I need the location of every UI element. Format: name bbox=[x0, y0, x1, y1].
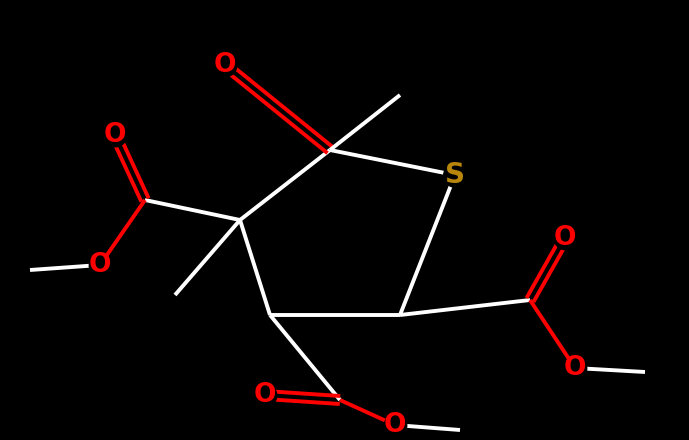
Text: O: O bbox=[384, 412, 407, 438]
Text: O: O bbox=[564, 355, 586, 381]
Text: O: O bbox=[214, 52, 236, 78]
Text: S: S bbox=[445, 161, 465, 189]
Text: O: O bbox=[89, 252, 111, 278]
Text: O: O bbox=[554, 225, 576, 251]
Text: O: O bbox=[104, 122, 126, 148]
Text: O: O bbox=[254, 382, 276, 408]
